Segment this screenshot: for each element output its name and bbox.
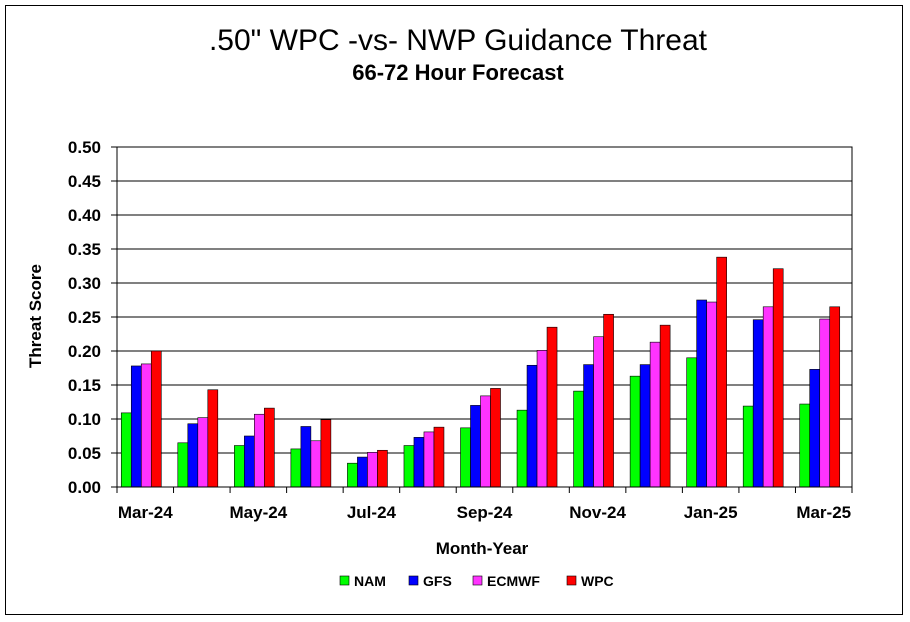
legend-swatch-gfs [408,575,419,586]
y-tick-label: 0.20 [68,342,101,361]
legend-label-nam: NAM [354,573,386,589]
bar-ecmwf-jun-24 [310,440,322,488]
bar-ecmwf-oct-24 [536,350,548,488]
y-tick-label: 0.40 [68,206,101,225]
y-tick-labels: 0.00 0.05 0.10 0.15 0.20 0.25 0.30 0.35 0.40 0.45… [68,138,101,497]
chart-title: .50" WPC -vs- NWP Guidance Threat [209,24,708,57]
bar-gfs-oct-24 [526,364,538,488]
x-axis-label: Month-Year [436,539,529,558]
legend-swatch-wpc [566,575,577,586]
legend-swatch-ecmwf [472,575,483,586]
bar-wpc-apr-24 [207,389,219,488]
legend-swatch-nam [339,575,350,586]
bar-gfs-nov-24 [583,364,594,488]
y-tick-label: 0.05 [68,444,101,463]
bar-wpc-sep-24 [490,388,501,488]
bar-wpc-mar-24 [150,350,162,488]
axes [116,146,853,493]
bar-wpc-aug-24 [433,426,445,488]
bar-ecmwf-aug-24 [423,431,435,488]
bar-nam-sep-24 [460,427,471,488]
plot-area-border [116,146,853,488]
bar-gfs-may-24 [244,435,255,488]
bar-ecmwf-jul-24 [367,452,378,488]
bar-nam-feb-25 [742,405,754,488]
bar-nam-mar-24 [120,412,132,488]
y-tick-label: 0.45 [68,172,101,191]
bar-gfs-mar-25 [809,369,821,488]
bar-gfs-aug-24 [413,437,425,488]
bar-nam-oct-24 [516,409,528,488]
bar-gfs-mar-24 [130,365,142,488]
bar-wpc-nov-24 [603,313,614,488]
bar-ecmwf-may-24 [254,413,265,488]
x-tick-label: May-24 [230,503,288,522]
bar-nam-jan-25 [686,357,697,488]
bar-wpc-mar-25 [829,306,841,488]
y-tick-label: 0.50 [68,138,101,157]
bar-nam-dec-24 [629,375,641,488]
bar-wpc-dec-24 [659,324,671,488]
bar-wpc-jan-25 [716,256,727,488]
legend-label-wpc: WPC [581,573,614,589]
bar-ecmwf-mar-24 [140,363,152,488]
bar-ecmwf-apr-24 [197,417,209,488]
bar-nam-jul-24 [347,462,358,488]
bar-nam-apr-24 [177,442,189,488]
bar-ecmwf-dec-24 [649,341,661,488]
y-tick-label: 0.10 [68,410,101,429]
bar-gfs-sep-24 [470,405,481,488]
bar-ecmwf-feb-25 [762,306,774,488]
bar-ecmwf-sep-24 [480,395,491,488]
bar-wpc-oct-24 [546,326,558,488]
bar-wpc-feb-25 [772,268,784,488]
bar-nam-aug-24 [403,445,415,488]
legend-label-ecmwf: ECMWF [487,573,540,589]
y-tick-label: 0.00 [68,478,101,497]
bar-gfs-jun-24 [300,426,312,488]
bar-ecmwf-nov-24 [593,336,604,488]
x-tick-label: Mar-24 [118,503,173,522]
legend-label-gfs: GFS [423,573,452,589]
bar-nam-nov-24 [573,390,584,488]
chart-subtitle: 66-72 Hour Forecast [352,60,564,85]
x-tick-label: Sep-24 [457,503,513,522]
bar-gfs-jan-25 [696,299,707,488]
x-tick-labels: Mar-24 May-24 Jul-24 Sep-24 Nov-24 Jan-25 Mar-… [118,503,851,522]
bar-gfs-feb-25 [752,319,764,488]
bar-wpc-jul-24 [377,449,388,488]
bar-wpc-jun-24 [320,419,332,488]
y-tick-label: 0.35 [68,240,101,259]
bars [120,256,841,488]
bar-ecmwf-jan-25 [706,301,717,488]
bar-nam-may-24 [234,445,245,488]
bar-nam-mar-25 [799,403,811,488]
bar-gfs-dec-24 [639,364,651,488]
x-tick-label: Nov-24 [569,503,626,522]
legend: NAM GFS ECMWF WPC [339,573,614,589]
y-axis-label: Threat Score [26,264,45,368]
y-tick-label: 0.15 [68,376,101,395]
bar-gfs-apr-24 [187,423,199,488]
y-tick-label: 0.25 [68,308,101,327]
bar-ecmwf-mar-25 [819,318,831,488]
bar-gfs-jul-24 [357,456,368,488]
bar-nam-jun-24 [290,448,302,488]
chart-frame [5,5,903,615]
x-tick-label: Jan-25 [684,503,738,522]
bar-wpc-may-24 [264,407,275,488]
y-tick-label: 0.30 [68,274,101,293]
x-tick-label: Jul-24 [347,503,397,522]
x-tick-label: Mar-25 [796,503,851,522]
